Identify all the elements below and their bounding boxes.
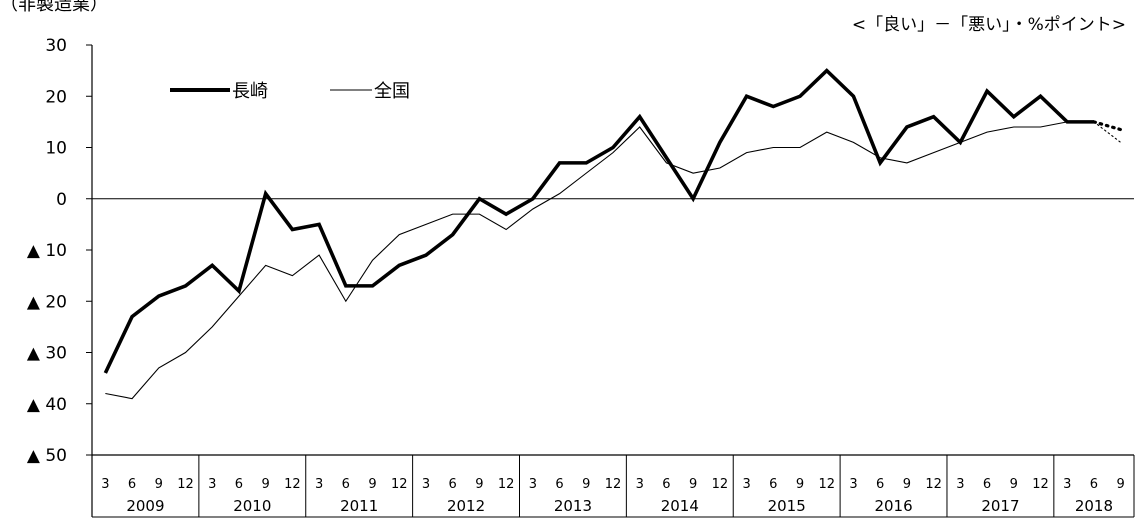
x-quarter-label: 9 — [582, 477, 590, 492]
x-year-label: 2013 — [554, 497, 592, 515]
x-quarter-label: 12 — [605, 477, 622, 492]
x-year-label: 2018 — [1075, 497, 1113, 515]
x-quarter-label: 6 — [128, 477, 136, 492]
x-quarter-label: 6 — [1090, 477, 1098, 492]
x-year-label: 2016 — [874, 497, 912, 515]
x-quarter-label: 12 — [498, 477, 515, 492]
x-quarter-label: 9 — [689, 477, 697, 492]
unit-label: <「良い」－「悪い」・%ポイント> — [851, 15, 1126, 35]
y-tick-label: 10 — [45, 139, 67, 159]
x-year-label: 2012 — [447, 497, 485, 515]
x-quarter-label: 12 — [284, 477, 301, 492]
x-quarter-label: 6 — [342, 477, 350, 492]
y-tick-label: ▲ 20 — [27, 292, 67, 312]
x-year-label: 2010 — [233, 497, 271, 515]
x-quarter-label: 9 — [155, 477, 163, 492]
chart-title: （非製造業） — [0, 0, 108, 15]
x-quarter-label: 9 — [368, 477, 376, 492]
x-year-label: 2017 — [981, 497, 1019, 515]
x-quarter-label: 3 — [315, 477, 323, 492]
x-quarter-label: 6 — [235, 477, 243, 492]
x-quarter-label: 12 — [177, 477, 194, 492]
x-quarter-label: 9 — [903, 477, 911, 492]
legend-national-label: 全国 — [374, 81, 410, 102]
nagasaki-line — [103, 68, 1094, 374]
x-quarter-label: 6 — [449, 477, 457, 492]
x-year-label: 2009 — [126, 497, 164, 515]
x-year-label: 2011 — [340, 497, 378, 515]
x-quarter-label: 12 — [391, 477, 408, 492]
x-quarter-label: 3 — [208, 477, 216, 492]
x-quarter-label: 12 — [818, 477, 835, 492]
x-quarter-label: 12 — [712, 477, 729, 492]
x-quarter-label: 6 — [662, 477, 670, 492]
national-line-forecast — [1093, 121, 1122, 143]
x-quarter-label: 12 — [1032, 477, 1049, 492]
y-tick-label: ▲ 40 — [27, 395, 67, 415]
x-quarter-label: 6 — [876, 477, 884, 492]
y-tick-label: ▲ 30 — [27, 344, 67, 364]
x-quarter-label: 3 — [849, 477, 857, 492]
x-year-label: 2015 — [768, 497, 806, 515]
x-quarter-label: 3 — [101, 477, 109, 492]
x-quarter-label: 6 — [769, 477, 777, 492]
x-quarter-label: 6 — [555, 477, 563, 492]
nagasaki-line-forecast — [1092, 120, 1123, 132]
x-quarter-label: 9 — [1117, 477, 1125, 492]
y-tick-label: 0 — [56, 190, 67, 210]
x-quarter-label: 9 — [1010, 477, 1018, 492]
x-quarter-label: 3 — [1063, 477, 1071, 492]
x-quarter-label: 9 — [262, 477, 270, 492]
legend-nagasaki-label: 長崎 — [232, 81, 268, 102]
x-year-label: 2014 — [661, 497, 699, 515]
x-quarter-label: 3 — [742, 477, 750, 492]
y-tick-label: 20 — [45, 87, 67, 107]
x-quarter-label: 12 — [925, 477, 942, 492]
x-quarter-label: 3 — [422, 477, 430, 492]
x-quarter-label: 9 — [475, 477, 483, 492]
x-quarter-label: 9 — [796, 477, 804, 492]
national-line — [105, 121, 1094, 400]
y-tick-label: ▲ 50 — [27, 446, 67, 466]
x-quarter-label: 3 — [956, 477, 964, 492]
x-quarter-label: 3 — [529, 477, 537, 492]
y-tick-label: ▲ 10 — [27, 241, 67, 261]
x-quarter-label: 6 — [983, 477, 991, 492]
y-tick-label: 30 — [45, 36, 67, 56]
x-quarter-label: 3 — [636, 477, 644, 492]
